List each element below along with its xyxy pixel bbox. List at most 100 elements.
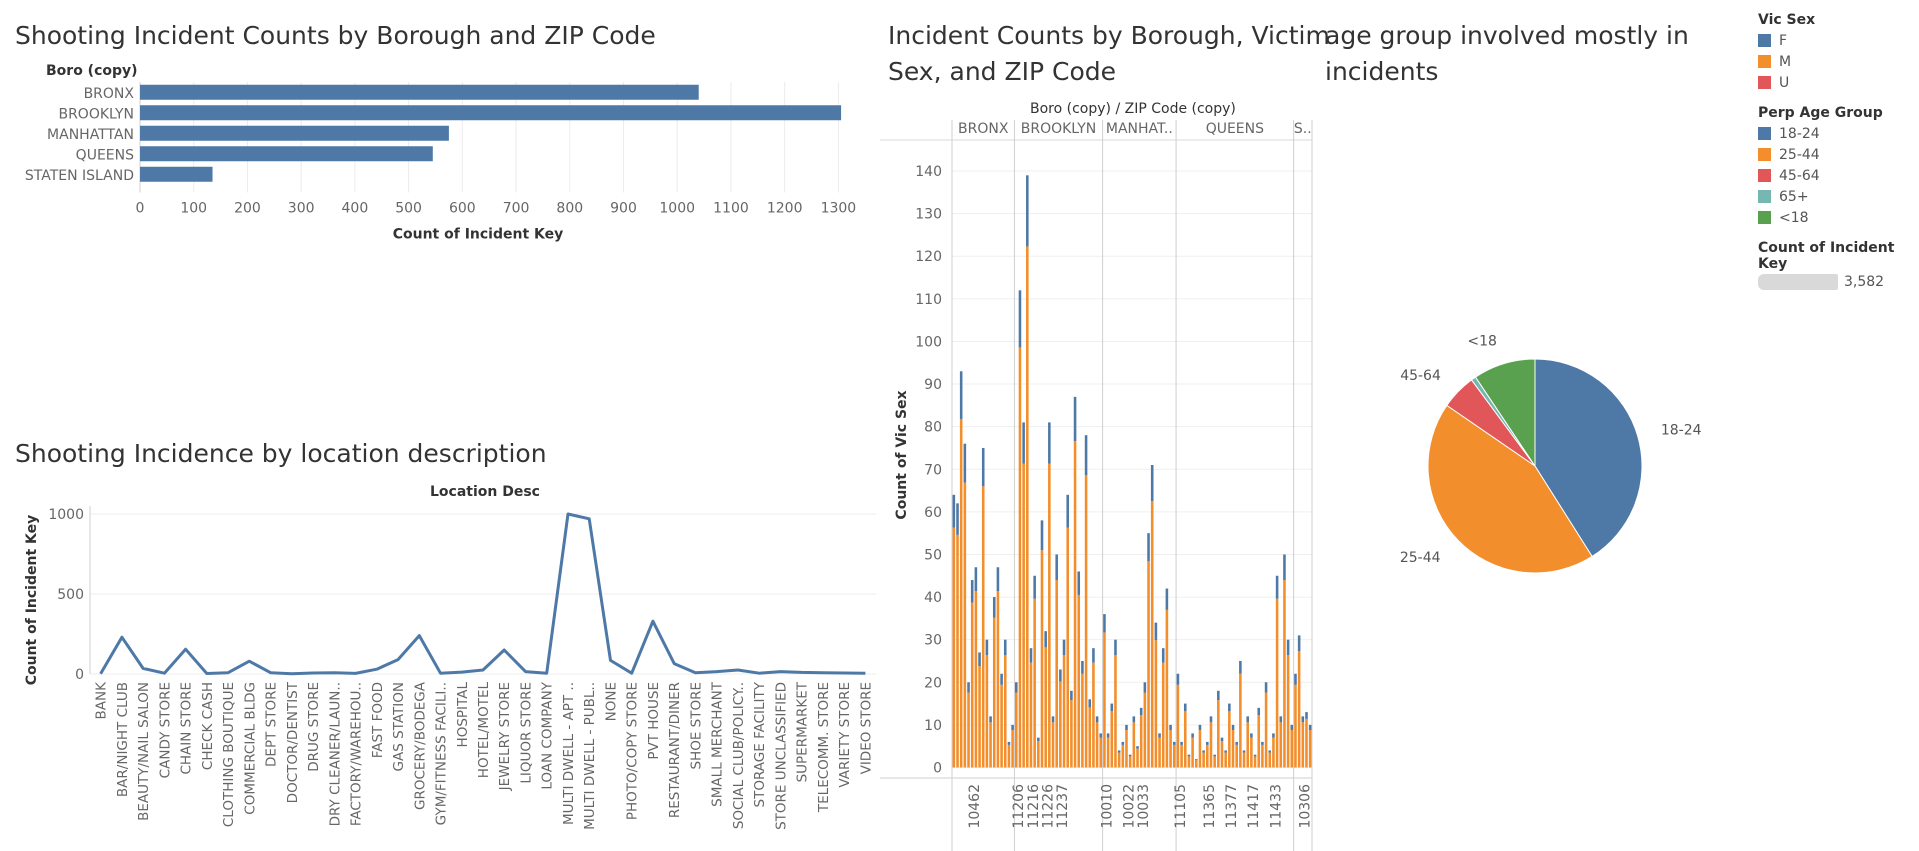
legend-item-45-64[interactable]: 45-64 (1758, 165, 1918, 186)
vic-bar-m (1066, 527, 1069, 768)
boro-category-label: MANHATTAN (47, 127, 134, 143)
location-x-tick-label: SUPERMARKET (795, 681, 811, 782)
vic-x-tick-label: 11433 (1268, 784, 1284, 829)
legend-item-f[interactable]: F (1758, 30, 1918, 51)
vic-bar-f (1290, 724, 1294, 730)
vic-bar-m (1040, 550, 1044, 768)
vic-bar-m (1217, 700, 1220, 768)
vic-bar-f (1136, 746, 1139, 749)
vic-bar-m (963, 482, 967, 768)
legend-item-25-44[interactable]: 25-44 (1758, 144, 1918, 165)
vic-bar-m (1180, 744, 1183, 768)
vic-bar-f (1305, 712, 1308, 719)
pie-slice (1427, 404, 1593, 574)
size-legend: Count of Incident Key 3,582 (1758, 240, 1918, 290)
vic-bar-f (974, 567, 978, 592)
vic-bar-f (956, 503, 959, 535)
vic-bar-f (1073, 396, 1077, 442)
location-x-tick-label: DRY CLEANER/LAUN.. (327, 682, 343, 826)
vic-bar-m (1073, 441, 1077, 768)
vic-bar-f (967, 682, 970, 693)
vic-bar-m (1253, 756, 1257, 768)
vic-bar-m (1018, 347, 1022, 768)
vic-bar-f (1264, 682, 1268, 693)
vic-bar-f (1176, 673, 1180, 685)
vic-bar-m (1003, 655, 1007, 768)
size-legend-value: 3,582 (1844, 274, 1885, 290)
vic-bar-f (981, 447, 985, 487)
legend-item-u[interactable]: U (1758, 72, 1918, 93)
location-y-tick-label: 1000 (48, 507, 84, 523)
vic-bar-m (1154, 640, 1158, 768)
vic-bar-f (1003, 639, 1007, 656)
vic-bar-f (1198, 724, 1202, 730)
age-chart-title-line1: age group involved mostly in (1325, 21, 1689, 50)
boro-bar (140, 125, 449, 141)
vic-x-tick-label: 11417 (1246, 784, 1262, 829)
vic-bar-m (1176, 684, 1180, 768)
vic-bar-f (1224, 750, 1227, 753)
vic-y-tick-label: 100 (915, 334, 942, 350)
vic-bar-m (1110, 711, 1114, 768)
vic-bar-f (1195, 758, 1198, 760)
vic-bar-m (967, 692, 970, 768)
location-chart-title: Shooting Incidence by location descripti… (15, 439, 547, 468)
vic-bar-m (978, 666, 981, 768)
boro-x-axis-title: Count of Incident Key (393, 227, 564, 243)
vic-bar-m (1011, 729, 1014, 768)
boro-category-label: QUEENS (76, 147, 134, 163)
vic-y-tick-label: 80 (924, 420, 942, 436)
location-x-tick-label: PVT HOUSE (646, 682, 662, 760)
vic-panel-label: QUEENS (1206, 121, 1264, 137)
vic-bar-f (1139, 707, 1143, 716)
vic-bar-f (978, 652, 981, 667)
location-x-tick-label: JEWELRY STORE (497, 682, 513, 791)
vic-bar-f (1099, 733, 1103, 738)
vic-bar-m (1136, 748, 1139, 768)
legend-swatch (1758, 76, 1771, 89)
location-line-chart: Location Desc 0 500 1000 Count of Incident K… (24, 484, 876, 830)
vic-x-tick-label: 10022 (1121, 784, 1137, 829)
vic-bar-f (1161, 648, 1165, 663)
vic-bar-m (1088, 707, 1092, 768)
boro-category-label: BRONX (84, 86, 135, 102)
location-x-tick-label: SHOE STORE (688, 682, 704, 770)
vic-axis-header: Boro (copy) / ZIP Code (copy) (1030, 101, 1236, 117)
vic-bar-f (1246, 716, 1249, 723)
legend-item-65plus[interactable]: 65+ (1758, 186, 1918, 207)
vic-bar-m (1220, 741, 1224, 768)
vic-bar-m (1007, 744, 1011, 768)
vic-bar-m (952, 527, 956, 768)
vic-sex-legend: Vic Sex F M U (1758, 12, 1918, 93)
vic-bar-f (1070, 690, 1073, 701)
vic-bar-f (1106, 733, 1110, 738)
vic-bar-m (1257, 715, 1261, 768)
vic-bar-f (1062, 639, 1066, 656)
location-x-tick-label: STORE UNCLASSIFIED (773, 682, 789, 830)
vic-bar-m (1033, 598, 1036, 768)
vic-bar-m (1172, 744, 1176, 768)
vic-bar-m (981, 486, 985, 768)
vic-sex-legend-title: Vic Sex (1758, 12, 1816, 28)
location-series-line (99, 512, 866, 676)
boro-bar (140, 84, 699, 100)
location-x-tick-label: COMMERCIAL BLDG (242, 682, 258, 815)
location-x-tick-label: FACTORY/WAREHOU.. (349, 682, 365, 826)
legend-item-under18[interactable]: <18 (1758, 207, 1918, 228)
legend-item-18-24[interactable]: 18-24 (1758, 123, 1918, 144)
location-y-tick-label: 500 (57, 587, 84, 603)
boro-axis-header: Boro (copy) (46, 63, 138, 79)
vic-bar-m (1294, 684, 1297, 768)
vic-bar-f (1007, 741, 1011, 745)
vic-y-tick-label: 140 (915, 164, 942, 180)
vic-x-tick-label: 10462 (967, 784, 983, 829)
location-x-tick-label: PHOTO/COPY STORE (625, 682, 641, 820)
vic-y-tick-label: 60 (924, 505, 942, 521)
vic-bar-m (1161, 662, 1165, 768)
vic-bar-f (1158, 733, 1161, 738)
legend-item-m[interactable]: M (1758, 51, 1918, 72)
vic-bar-f (1114, 639, 1117, 656)
vic-bar-m (1246, 722, 1249, 768)
vic-bar-m (1169, 729, 1172, 768)
vic-bar-f (1231, 724, 1235, 730)
